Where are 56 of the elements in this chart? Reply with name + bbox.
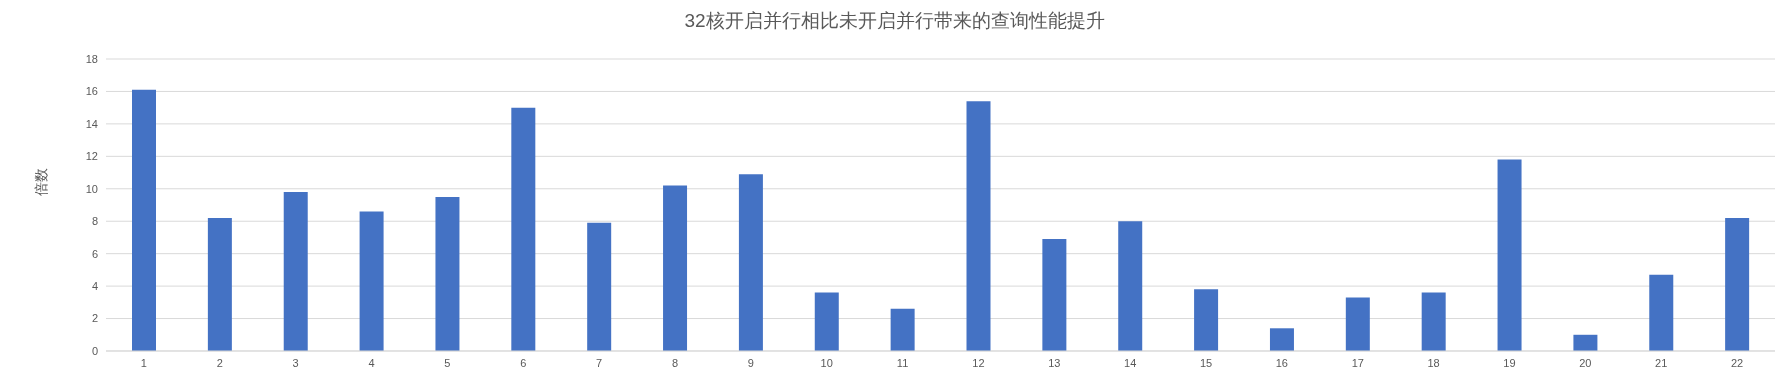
x-tick-label: 9 xyxy=(747,356,754,369)
bar xyxy=(207,217,232,351)
x-tick-label: 3 xyxy=(292,356,299,369)
y-tick-label: 16 xyxy=(85,85,98,98)
x-tick-label: 14 xyxy=(1124,356,1137,369)
bar xyxy=(435,196,460,351)
y-axis-title: 倍数 xyxy=(33,167,50,198)
bar xyxy=(359,211,384,351)
y-tick-label: 4 xyxy=(91,280,98,293)
bar xyxy=(1194,289,1219,351)
bar xyxy=(283,192,308,351)
y-tick-label: 6 xyxy=(91,247,98,260)
x-tick-label: 19 xyxy=(1503,356,1516,369)
x-tick-label: 12 xyxy=(972,356,985,369)
y-tick-label: 8 xyxy=(91,215,98,228)
x-tick-label: 1 xyxy=(140,356,147,369)
y-tick-label: 0 xyxy=(91,344,98,357)
bar xyxy=(511,107,536,351)
bar xyxy=(132,89,156,351)
y-tick-label: 12 xyxy=(85,150,98,163)
bar xyxy=(890,308,915,351)
bar xyxy=(1345,297,1370,351)
x-tick-label: 11 xyxy=(896,356,909,369)
bar xyxy=(1042,239,1067,351)
x-tick-label: 6 xyxy=(520,356,527,369)
x-tick-label: 10 xyxy=(820,356,833,369)
x-tick-label: 4 xyxy=(368,356,375,369)
bar xyxy=(1497,159,1522,351)
x-tick-label: 21 xyxy=(1655,356,1668,369)
bar xyxy=(738,174,763,351)
x-tick-label: 16 xyxy=(1275,356,1289,369)
x-tick-label: 20 xyxy=(1579,356,1592,369)
x-tick-label: 13 xyxy=(1048,356,1061,369)
chart-title: 32核开启并行相比未开启并行带来的查询性能提升 xyxy=(683,9,1106,33)
bar xyxy=(1269,328,1294,351)
bar xyxy=(1573,334,1598,351)
bar xyxy=(663,185,688,351)
x-tick-label: 22 xyxy=(1730,356,1744,369)
x-tick-label: 8 xyxy=(671,356,679,369)
x-tick-label: 2 xyxy=(216,356,223,369)
bar xyxy=(966,101,991,351)
x-tick-label: 7 xyxy=(596,356,603,369)
y-tick-label: 10 xyxy=(85,182,98,195)
x-tick-label: 18 xyxy=(1427,356,1440,369)
x-tick-label: 17 xyxy=(1351,356,1364,369)
bar xyxy=(1649,274,1674,351)
bar xyxy=(1725,217,1750,351)
bar xyxy=(1421,292,1446,351)
bar xyxy=(1118,221,1143,351)
y-tick-label: 14 xyxy=(85,117,98,130)
bar xyxy=(814,292,839,351)
y-tick-label: 18 xyxy=(85,52,98,65)
y-tick-label: 2 xyxy=(91,312,98,325)
x-tick-label: 15 xyxy=(1199,356,1213,369)
x-tick-label: 5 xyxy=(444,356,451,369)
bar xyxy=(587,222,612,351)
